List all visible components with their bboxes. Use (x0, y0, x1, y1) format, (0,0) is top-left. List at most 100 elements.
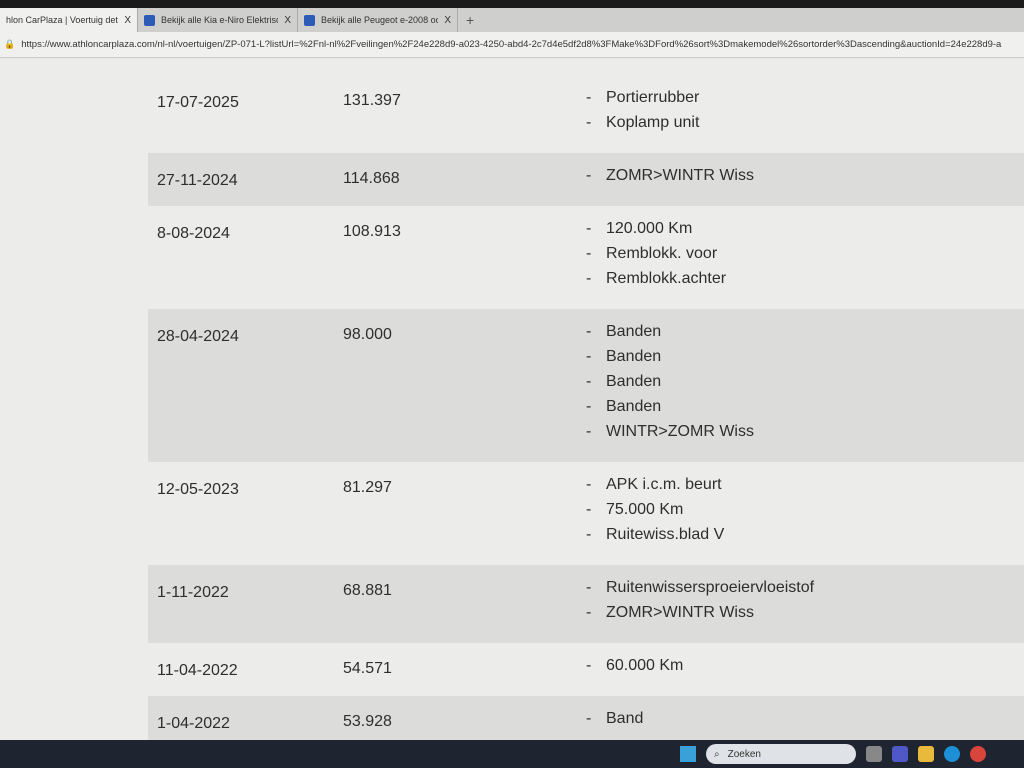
service-item: - Remblokk. voor (586, 241, 726, 266)
windows-start-icon[interactable] (680, 746, 696, 762)
odometer-km: 81.297 (343, 479, 392, 496)
bullet: - (586, 220, 592, 237)
service-item-text: Remblokk.achter (606, 270, 727, 287)
service-item: - Banden (586, 394, 754, 419)
bullet: - (586, 245, 592, 262)
odometer-km: 108.913 (343, 223, 401, 240)
bullet: - (586, 398, 592, 415)
service-item: -75.000 Km (586, 497, 724, 522)
service-items: -120.000 Km - Remblokk. voor - Remblokk.acht… (586, 216, 726, 291)
tab-title: hlon CarPlaza | Voertuig details (6, 15, 118, 25)
url-text: https://www.athloncarplaza.com/nl-nl/voe… (21, 39, 1002, 50)
service-item: - ZOMR>WINTR Wiss (586, 163, 754, 188)
service-item-text: APK i.c.m. beurt (606, 476, 722, 493)
odometer-km: 53.928 (343, 713, 392, 730)
bullet: - (586, 348, 592, 365)
close-tab-icon[interactable]: X (124, 14, 131, 26)
bullet: - (586, 89, 592, 106)
search-icon: ⌕ (714, 748, 720, 760)
history-row: 17-07-2025 131.397 - Portierrubber - Koplam… (148, 75, 1024, 153)
bullet: - (586, 270, 592, 287)
close-tab-icon[interactable]: X (284, 14, 291, 26)
new-tab-button[interactable]: + (466, 12, 475, 28)
service-date: 12-05-2023 (157, 481, 239, 498)
history-row: 1-11-2022 68.881 - Ruitenwissersproeiervl… (148, 565, 1024, 643)
service-item-text: Ruitenwissersproeiervloeistof (606, 579, 815, 596)
service-item: - Remblokk.achter (586, 266, 726, 291)
task-view-icon[interactable] (866, 746, 882, 762)
teams-icon[interactable] (892, 746, 908, 762)
search-placeholder: Zoeken (727, 748, 761, 760)
service-items: - Ruitenwissersproeiervloeistof - ZOMR>WINT… (586, 575, 814, 625)
service-item-text: Koplamp unit (606, 114, 700, 131)
service-item-text: Banden (606, 373, 662, 390)
service-items: - APK i.c.m. beurt -75.000 Km - Ruitewiss.bl… (586, 472, 724, 547)
chrome-icon[interactable] (970, 746, 986, 762)
tab-title: Bekijk alle Kia e-Niro Elektrisch oc (161, 15, 279, 25)
bullet: - (586, 423, 592, 440)
odometer-km: 131.397 (343, 92, 401, 109)
bullet: - (586, 579, 592, 596)
service-item-text: ZOMR>WINTR Wiss (606, 604, 754, 621)
service-items: - Band (586, 706, 643, 731)
lock-icon: 🔒 (4, 39, 16, 49)
service-item: - Banden (586, 344, 754, 369)
address-bar[interactable]: 🔒 https://www.athloncarplaza.com/nl-nl/v… (0, 32, 1024, 58)
service-item: - APK i.c.m. beurt (586, 472, 724, 497)
service-item-text: Banden (606, 398, 662, 415)
tab-peugeot-e-2008[interactable]: Bekijk alle Peugeot e-2008 occasi X (298, 8, 458, 32)
service-item-text: Band (606, 710, 644, 727)
service-item: - Ruitewiss.blad V (586, 522, 724, 547)
service-date: 8-08-2024 (157, 225, 230, 242)
history-row: 11-04-2022 54.571 -60.000 Km (148, 643, 1024, 696)
bullet: - (586, 373, 592, 390)
service-item-text: 120.000 Km (606, 220, 693, 237)
history-row: 12-05-2023 81.297 - APK i.c.m. beurt -75.0… (148, 462, 1024, 565)
tab-title: Bekijk alle Peugeot e-2008 occasi (321, 15, 439, 25)
bullet: - (586, 710, 592, 727)
taskbar-search[interactable]: ⌕ Zoeken (706, 744, 856, 764)
service-items: - ZOMR>WINTR Wiss (586, 163, 754, 188)
service-item-text: WINTR>ZOMR Wiss (606, 423, 754, 440)
favicon-icon (304, 14, 315, 26)
service-item-text: 60.000 Km (606, 657, 684, 674)
favicon-icon (144, 14, 155, 26)
file-explorer-icon[interactable] (918, 746, 934, 762)
service-item-text: ZOMR>WINTR Wiss (606, 167, 754, 184)
service-items: - Portierrubber - Koplamp unit (586, 85, 699, 135)
service-item: - Ruitenwissersproeiervloeistof (586, 575, 814, 600)
service-date: 27-11-2024 (157, 172, 238, 189)
service-date: 1-04-2022 (157, 715, 230, 732)
service-item: - WINTR>ZOMR Wiss (586, 419, 754, 444)
service-item: - Portierrubber (586, 85, 699, 110)
close-tab-icon[interactable]: X (444, 14, 451, 26)
bullet: - (586, 604, 592, 621)
odometer-km: 54.571 (343, 660, 392, 677)
edge-icon[interactable] (944, 746, 960, 762)
bullet: - (586, 501, 592, 518)
tab-voertuig-details[interactable]: hlon CarPlaza | Voertuig details X (0, 8, 138, 32)
bullet: - (586, 167, 592, 184)
odometer-km: 98.000 (343, 326, 392, 343)
service-items: -60.000 Km (586, 653, 683, 678)
service-item: - Banden (586, 369, 754, 394)
service-item: - Banden (586, 319, 754, 344)
service-item-text: Portierrubber (606, 89, 700, 106)
maintenance-history-table: 17-07-2025 131.397 - Portierrubber - Koplam… (0, 60, 1024, 740)
service-item-text: Banden (606, 323, 662, 340)
service-item: -60.000 Km (586, 653, 683, 678)
history-row: 27-11-2024 114.868 - ZOMR>WINTR Wiss (148, 153, 1024, 206)
service-date: 11-04-2022 (157, 662, 238, 679)
tab-kia-e-niro[interactable]: Bekijk alle Kia e-Niro Elektrisch oc X (138, 8, 298, 32)
history-row: 8-08-2024 108.913 -120.000 Km - Remblokk. … (148, 206, 1024, 309)
service-date: 28-04-2024 (157, 328, 239, 345)
service-item: -120.000 Km (586, 216, 726, 241)
browser-tab-bar: hlon CarPlaza | Voertuig details X Bekijk… (0, 0, 1024, 32)
service-date: 17-07-2025 (157, 94, 239, 111)
odometer-km: 68.881 (343, 582, 392, 599)
bullet: - (586, 323, 592, 340)
service-date: 1-11-2022 (157, 584, 229, 601)
bullet: - (586, 526, 592, 543)
bullet: - (586, 114, 592, 131)
odometer-km: 114.868 (343, 170, 400, 187)
